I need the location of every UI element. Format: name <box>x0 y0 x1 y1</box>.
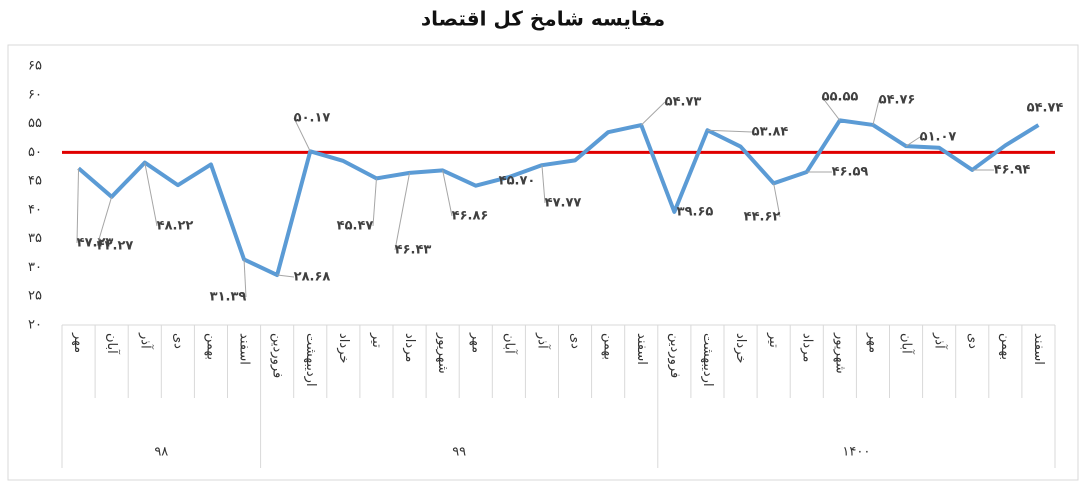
group-label: ۱۴۰۰ <box>842 445 870 460</box>
x-tick-label: بهمن <box>601 333 616 360</box>
x-tick-label: مرداد <box>402 333 417 362</box>
line-series <box>77 118 1040 278</box>
data-label: ۴۶.۸۶ <box>452 209 489 224</box>
x-tick-label: اسفند <box>1031 333 1046 365</box>
x-tick-label: تیر <box>369 332 384 348</box>
x-tick-label: مهر <box>468 332 483 353</box>
x-tick-label: آذر <box>137 332 154 350</box>
y-tick-label: ۵۰ <box>28 145 42 160</box>
x-tick-label: آذر <box>932 332 949 350</box>
data-label: ۴۵.۴۷ <box>337 219 374 234</box>
x-tick-label: شهریور <box>832 332 847 374</box>
data-label: ۴۶.۴۳ <box>395 243 432 258</box>
data-label: ۵۱.۰۷ <box>920 130 957 145</box>
x-tick-label: فروردین <box>667 333 682 378</box>
leader-line <box>96 196 113 247</box>
chart-title: مقایسه شامخ کل اقتصاد <box>421 7 665 31</box>
x-tick-label: خرداد <box>733 333 748 363</box>
data-label: ۴۶.۵۹ <box>832 165 869 180</box>
x-tick-label: خرداد <box>336 333 351 363</box>
x-tick-label: آبان <box>899 333 916 355</box>
leader-line <box>293 117 311 152</box>
x-tick-label: بهمن <box>998 333 1013 360</box>
x-tick-label: دی <box>965 333 980 349</box>
x-tick-label: بهمن <box>203 333 218 360</box>
data-label: ۴۵.۷۰ <box>499 174 536 189</box>
data-label: ۳۹.۶۵ <box>677 205 714 220</box>
x-tick-label: شهریور <box>435 332 450 374</box>
data-label: ۵۵.۵۵ <box>822 90 859 105</box>
x-tick-label: اسفند <box>237 333 252 365</box>
y-tick-label: ۶۰ <box>28 87 42 102</box>
x-tick-label: دی <box>170 333 185 349</box>
x-tick-label: مرداد <box>799 333 814 362</box>
leader-line <box>394 172 411 251</box>
y-tick-label: ۳۵ <box>28 231 42 246</box>
x-tick-label: مهر <box>865 332 880 353</box>
x-tick-label: فروردین <box>270 333 285 378</box>
x-tick-label: دی <box>568 333 583 349</box>
data-label: ۴۷.۷۷ <box>545 196 582 211</box>
data-label: ۵۴.۷۴ <box>1027 101 1064 116</box>
x-tick-label: آبان <box>104 333 121 355</box>
y-tick-label: ۲۰ <box>28 318 42 333</box>
leader-line <box>707 129 753 133</box>
x-tick-label: آبان <box>501 333 518 355</box>
y-tick-label: ۴۵ <box>28 174 42 189</box>
leader-line <box>905 136 921 147</box>
leader-line <box>144 162 158 227</box>
leader-line <box>773 183 781 218</box>
x-tick-label: آذر <box>534 332 551 350</box>
data-label: ۴۷.۲۳ <box>77 236 114 251</box>
x-tick-label: مهر <box>71 332 86 353</box>
data-label: ۳۱.۳۹ <box>210 290 247 305</box>
leader-line <box>872 99 880 126</box>
data-label: ۵۳.۸۴ <box>752 125 789 140</box>
leader-line <box>821 96 841 121</box>
data-label: ۴۶.۹۴ <box>994 163 1031 178</box>
x-tick-label: اردیبهشت <box>303 333 318 387</box>
y-tick-label: ۶۵ <box>28 59 42 74</box>
data-label: ۲۸.۶۸ <box>294 270 331 285</box>
data-label: ۴۸.۲۲ <box>157 219 194 234</box>
data-label: ۴۴.۶۲ <box>744 210 781 225</box>
x-tick-label: اسفند <box>634 333 649 365</box>
leader-line <box>372 178 377 227</box>
data-label: ۵۴.۷۶ <box>879 93 916 108</box>
y-tick-label: ۳۰ <box>28 260 42 275</box>
y-tick-label: ۴۰ <box>28 202 42 217</box>
x-tick-label: اردیبهشت <box>700 333 715 387</box>
leader-line <box>442 170 453 217</box>
data-label: ۴۲.۲۷ <box>97 239 134 254</box>
y-tick-label: ۵۵ <box>28 116 42 131</box>
chart-border <box>7 44 1079 481</box>
leader-line <box>277 274 295 278</box>
group-label: ۹۹ <box>452 445 466 460</box>
x-tick-label: تیر <box>766 332 781 348</box>
leader-line <box>541 165 546 204</box>
y-tick-label: ۲۵ <box>28 289 42 304</box>
leader-line <box>243 259 247 298</box>
leader-line <box>640 101 666 126</box>
leader-line <box>76 168 80 244</box>
data-label: ۵۴.۷۳ <box>665 95 702 110</box>
group-label: ۹۸ <box>154 445 168 460</box>
data-label: ۵۰.۱۷ <box>294 111 331 126</box>
